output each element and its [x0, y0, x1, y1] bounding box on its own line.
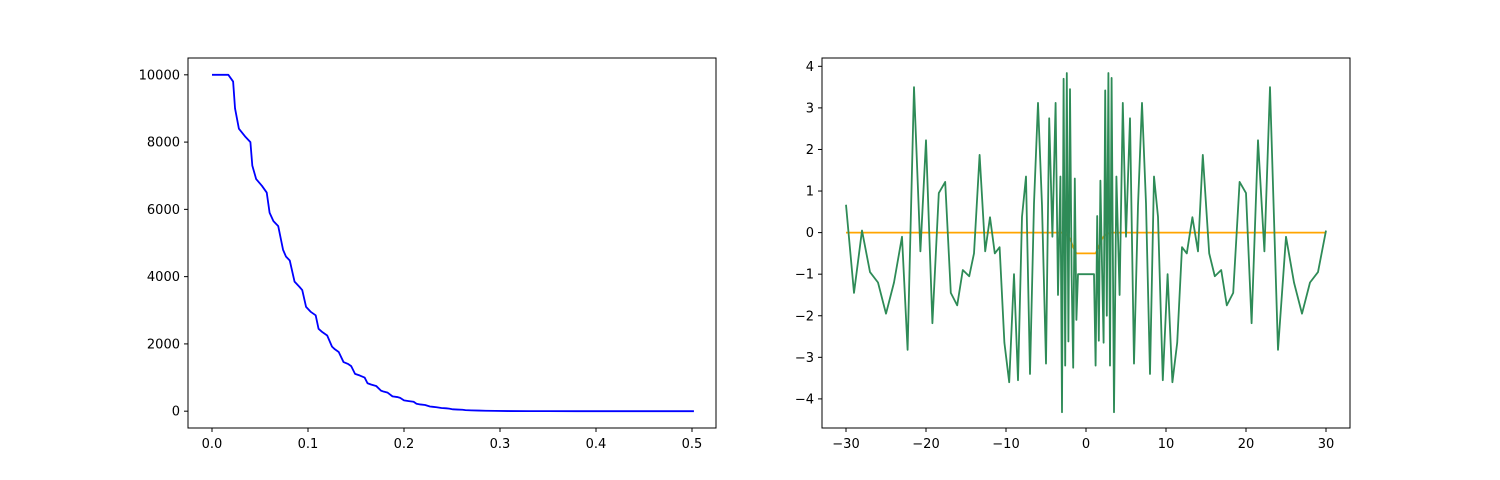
left-x-tick-label: 0.0: [202, 437, 223, 452]
left-y-tick-label: 0: [172, 405, 180, 420]
right-series-green-line: [845, 72, 1327, 414]
left-y-tick-label: 10000: [139, 68, 180, 83]
right-y-tick-label: −3: [795, 351, 814, 366]
right-y-tick-label: −4: [795, 392, 814, 407]
left-x-tick-label: 0.3: [490, 437, 511, 452]
right-y-tick-label: −1: [795, 268, 814, 283]
right-y-tick-label: 0: [806, 226, 814, 241]
right-x-tick-label: 10: [1158, 437, 1175, 452]
left-x-tick-label: 0.1: [298, 437, 319, 452]
right-y-tick-label: −2: [795, 309, 814, 324]
right-x-tick-label: 20: [1238, 437, 1255, 452]
left-y-tick-label: 2000: [147, 337, 180, 352]
right-x-tick-label: 30: [1318, 437, 1335, 452]
left-x-tick-label: 0.4: [586, 437, 607, 452]
right-x-tick-label: −10: [992, 437, 1019, 452]
right-y-tick-label: 4: [806, 60, 814, 75]
right-x-tick-label: 0: [1082, 437, 1090, 452]
left-x-tick-label: 0.5: [682, 437, 703, 452]
left-y-tick-label: 4000: [147, 270, 180, 285]
right-y-tick-label: 1: [806, 185, 814, 200]
left-y-tick-label: 6000: [147, 203, 180, 218]
right-y-tick-label: 2: [806, 143, 814, 158]
left-axes-frame: [187, 57, 717, 429]
left-series-decay-line: [212, 73, 694, 413]
left-x-tick-label: 0.2: [394, 437, 415, 452]
left-plot: 0.0 0.1 0.2 0.3 0.4 0.5 0 2000 4000 6000 8000 10000: [139, 57, 717, 452]
right-x-tick-label: −30: [832, 437, 859, 452]
right-y-tick-label: 3: [806, 101, 814, 116]
right-x-tick-label: −20: [912, 437, 939, 452]
left-y-tick-label: 8000: [147, 136, 180, 151]
